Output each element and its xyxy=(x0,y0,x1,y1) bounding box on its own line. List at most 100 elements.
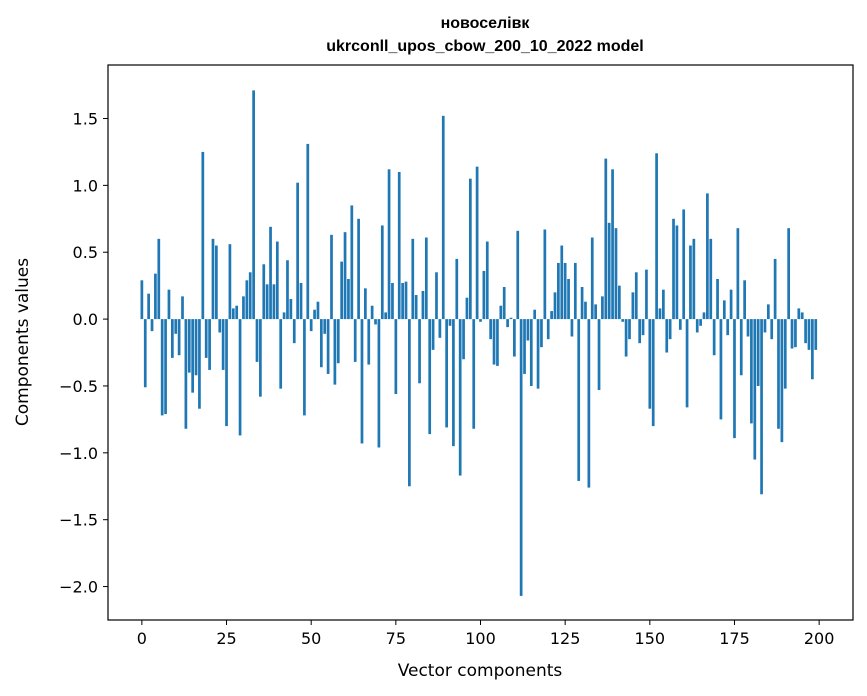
bar xyxy=(370,305,374,320)
bar xyxy=(563,262,567,320)
bar xyxy=(364,288,367,320)
bar xyxy=(753,319,757,460)
bar xyxy=(736,228,740,320)
bar xyxy=(147,293,150,320)
bar xyxy=(624,319,628,357)
bar xyxy=(675,225,679,320)
x-tick-label: 200 xyxy=(804,629,835,648)
bar xyxy=(540,319,543,348)
bar xyxy=(458,319,462,476)
bars-layer xyxy=(140,90,818,596)
x-tick-label: 75 xyxy=(386,629,406,648)
bar xyxy=(350,205,354,320)
x-tick-label: 25 xyxy=(216,629,236,648)
bar xyxy=(482,270,486,320)
bar xyxy=(299,282,303,320)
bar xyxy=(279,319,283,389)
bar xyxy=(496,319,499,366)
bar xyxy=(424,237,428,320)
bar xyxy=(394,319,398,394)
bar xyxy=(357,218,360,320)
bar xyxy=(797,308,801,320)
bar xyxy=(204,319,208,358)
bar xyxy=(265,284,269,320)
bar xyxy=(380,225,384,320)
bar xyxy=(228,244,232,320)
bar xyxy=(485,241,489,320)
bar xyxy=(174,319,178,334)
bar xyxy=(201,151,205,320)
bar xyxy=(628,319,631,340)
y-tick-label: 0.0 xyxy=(73,310,98,329)
bar xyxy=(323,319,327,334)
bar xyxy=(770,319,774,340)
bar xyxy=(177,319,181,356)
bar xyxy=(506,319,509,328)
bar xyxy=(218,319,222,333)
bar xyxy=(154,273,157,320)
bar xyxy=(181,296,184,320)
bar xyxy=(472,319,476,429)
bar xyxy=(699,319,702,326)
bar xyxy=(187,319,191,373)
bar xyxy=(282,312,286,320)
bar xyxy=(695,319,699,333)
bar xyxy=(580,287,584,320)
bar xyxy=(645,269,648,320)
bar xyxy=(313,309,316,320)
bar xyxy=(716,278,719,320)
bar xyxy=(672,218,675,320)
y-tick-label: 1.0 xyxy=(73,176,98,195)
bar xyxy=(404,281,408,320)
bar xyxy=(170,319,174,358)
x-tick-label: 125 xyxy=(550,629,581,648)
bar xyxy=(706,193,709,320)
bar xyxy=(262,264,266,320)
bar xyxy=(682,209,686,320)
bar xyxy=(617,285,621,320)
bar xyxy=(763,319,767,333)
bar xyxy=(594,304,597,320)
bar xyxy=(533,309,537,320)
bar xyxy=(431,319,435,350)
y-tick-label: −1.0 xyxy=(59,444,98,463)
bar xyxy=(519,319,523,596)
bar xyxy=(347,278,350,320)
bar xyxy=(208,319,211,370)
bar xyxy=(760,319,763,495)
bar xyxy=(604,158,608,320)
bar xyxy=(242,296,245,320)
bar xyxy=(272,284,276,320)
bar xyxy=(641,319,645,336)
bar xyxy=(330,234,333,320)
bar xyxy=(685,319,689,408)
bar xyxy=(800,312,804,320)
bar xyxy=(289,299,293,320)
y-tick-label: 0.5 xyxy=(73,243,98,262)
bar xyxy=(401,282,404,320)
bar xyxy=(780,319,784,443)
bar xyxy=(499,305,503,320)
bar xyxy=(167,289,171,320)
chart-title: новоселівк xyxy=(441,15,531,32)
bar xyxy=(397,171,401,320)
bar xyxy=(245,280,249,320)
bar xyxy=(489,319,493,340)
bar xyxy=(607,222,611,320)
bar xyxy=(343,232,347,320)
bar xyxy=(303,319,306,416)
bar xyxy=(319,319,323,368)
bar xyxy=(516,230,520,320)
bar xyxy=(597,319,601,390)
bar xyxy=(468,178,472,320)
bar xyxy=(333,319,337,385)
bar xyxy=(811,319,814,380)
bar xyxy=(570,319,574,337)
bar xyxy=(269,226,272,320)
bar xyxy=(157,238,161,320)
bar xyxy=(804,319,807,344)
bar xyxy=(543,229,547,320)
x-tick-label: 175 xyxy=(719,629,750,648)
bar xyxy=(194,319,198,376)
